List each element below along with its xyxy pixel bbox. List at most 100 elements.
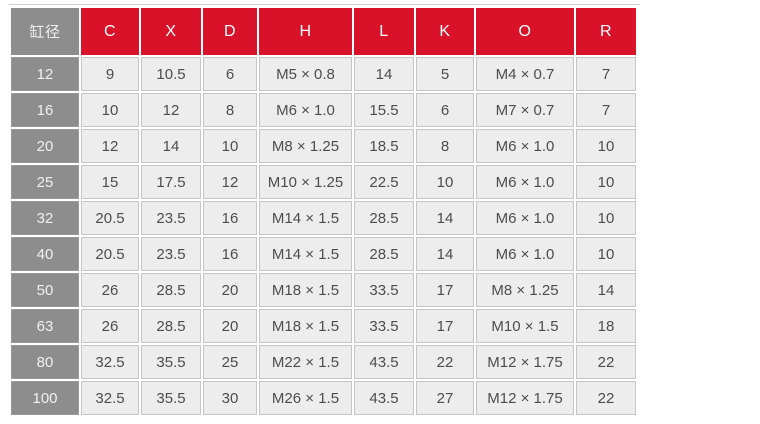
table-cell: 15 <box>81 165 139 199</box>
table-row: 40 20.5 23.5 16 M14 × 1.5 28.5 14 M6 × 1.0 10 <box>11 237 636 271</box>
bore-cell: 63 <box>11 309 79 343</box>
bore-cell: 100 <box>11 381 79 415</box>
table-row: 50 26 28.5 20 M18 × 1.5 33.5 17 M8 × 1.25 14 <box>11 273 636 307</box>
table-cell: 6 <box>203 57 257 91</box>
table-cell: 14 <box>416 237 474 271</box>
table-cell: 33.5 <box>354 309 414 343</box>
table-cell: M7 × 0.7 <box>476 93 574 127</box>
table-cell: 35.5 <box>141 345 201 379</box>
column-header: X <box>141 8 201 55</box>
table-row: 20 12 14 10 M8 × 1.25 18.5 8 M6 × 1.0 10 <box>11 129 636 163</box>
table-cell: 32.5 <box>81 381 139 415</box>
table-cell: 7 <box>576 57 636 91</box>
table-cell: 14 <box>416 201 474 235</box>
bore-cell: 80 <box>11 345 79 379</box>
table-cell: 32.5 <box>81 345 139 379</box>
table-cell: 26 <box>81 273 139 307</box>
table-row: 80 32.5 35.5 25 M22 × 1.5 43.5 22 M12 × 1.75 22 <box>11 345 636 379</box>
bore-cell: 40 <box>11 237 79 271</box>
table-cell: 23.5 <box>141 237 201 271</box>
spec-table-body: 12 9 10.5 6 M5 × 0.8 14 5 M4 × 0.7 7 16 10 12 8 M6 × … <box>11 57 636 415</box>
bore-cell: 12 <box>11 57 79 91</box>
table-row: 100 32.5 35.5 30 M26 × 1.5 43.5 27 M12 × 1.75 22 <box>11 381 636 415</box>
table-cell: 20.5 <box>81 201 139 235</box>
table-cell: M26 × 1.5 <box>259 381 352 415</box>
table-row: 63 26 28.5 20 M18 × 1.5 33.5 17 M10 × 1.5 18 <box>11 309 636 343</box>
spec-table: 缸径 C X D H L K O R 12 9 10.5 6 M5 × 0.8 14 5 M4 × 0.7 7 1… <box>9 6 638 417</box>
table-cell: 10 <box>576 201 636 235</box>
bore-cell: 50 <box>11 273 79 307</box>
table-cell: 20.5 <box>81 237 139 271</box>
table-cell: 27 <box>416 381 474 415</box>
table-cell: M18 × 1.5 <box>259 273 352 307</box>
table-cell: M18 × 1.5 <box>259 309 352 343</box>
table-cell: 22 <box>416 345 474 379</box>
table-cell: 5 <box>416 57 474 91</box>
spec-table-header: 缸径 C X D H L K O R <box>11 8 636 55</box>
table-cell: M8 × 1.25 <box>259 129 352 163</box>
table-cell: 33.5 <box>354 273 414 307</box>
column-header: K <box>416 8 474 55</box>
bore-cell: 32 <box>11 201 79 235</box>
table-cell: 10.5 <box>141 57 201 91</box>
table-cell: M10 × 1.25 <box>259 165 352 199</box>
table-cell: 30 <box>203 381 257 415</box>
table-cell: 22 <box>576 381 636 415</box>
table-cell: 28.5 <box>354 201 414 235</box>
table-cell: 9 <box>81 57 139 91</box>
table-cell: 10 <box>416 165 474 199</box>
top-divider <box>9 4 640 5</box>
table-cell: 18.5 <box>354 129 414 163</box>
table-row: 12 9 10.5 6 M5 × 0.8 14 5 M4 × 0.7 7 <box>11 57 636 91</box>
table-cell: 12 <box>141 93 201 127</box>
table-cell: 10 <box>576 237 636 271</box>
table-cell: 14 <box>141 129 201 163</box>
table-cell: 20 <box>203 309 257 343</box>
table-cell: 35.5 <box>141 381 201 415</box>
table-cell: 14 <box>576 273 636 307</box>
table-cell: M4 × 0.7 <box>476 57 574 91</box>
table-cell: 10 <box>576 129 636 163</box>
table-cell: M10 × 1.5 <box>476 309 574 343</box>
table-cell: 25 <box>203 345 257 379</box>
table-cell: M5 × 0.8 <box>259 57 352 91</box>
table-cell: M14 × 1.5 <box>259 201 352 235</box>
table-cell: M6 × 1.0 <box>476 237 574 271</box>
table-cell: 28.5 <box>141 309 201 343</box>
table-cell: M12 × 1.75 <box>476 381 574 415</box>
table-cell: 8 <box>203 93 257 127</box>
table-cell: 6 <box>416 93 474 127</box>
table-cell: M12 × 1.75 <box>476 345 574 379</box>
table-cell: M14 × 1.5 <box>259 237 352 271</box>
table-cell: 10 <box>81 93 139 127</box>
column-header: D <box>203 8 257 55</box>
column-header: H <box>259 8 352 55</box>
table-cell: 17.5 <box>141 165 201 199</box>
table-cell: 16 <box>203 237 257 271</box>
table-cell: 23.5 <box>141 201 201 235</box>
table-cell: M6 × 1.0 <box>476 165 574 199</box>
table-cell: 18 <box>576 309 636 343</box>
table-cell: M22 × 1.5 <box>259 345 352 379</box>
bore-column-header: 缸径 <box>11 8 79 55</box>
table-cell: 10 <box>203 129 257 163</box>
table-cell: 22 <box>576 345 636 379</box>
table-cell: M6 × 1.0 <box>259 93 352 127</box>
bore-cell: 25 <box>11 165 79 199</box>
table-cell: 26 <box>81 309 139 343</box>
column-header: L <box>354 8 414 55</box>
table-cell: 17 <box>416 309 474 343</box>
table-cell: 43.5 <box>354 381 414 415</box>
table-cell: 16 <box>203 201 257 235</box>
table-cell: 15.5 <box>354 93 414 127</box>
bore-cell: 16 <box>11 93 79 127</box>
header-row: 缸径 C X D H L K O R <box>11 8 636 55</box>
table-cell: 12 <box>81 129 139 163</box>
bore-cell: 20 <box>11 129 79 163</box>
table-cell: 28.5 <box>354 237 414 271</box>
table-cell: M8 × 1.25 <box>476 273 574 307</box>
table-cell: 22.5 <box>354 165 414 199</box>
table-row: 25 15 17.5 12 M10 × 1.25 22.5 10 M6 × 1.0 10 <box>11 165 636 199</box>
table-cell: M6 × 1.0 <box>476 201 574 235</box>
table-cell: 17 <box>416 273 474 307</box>
